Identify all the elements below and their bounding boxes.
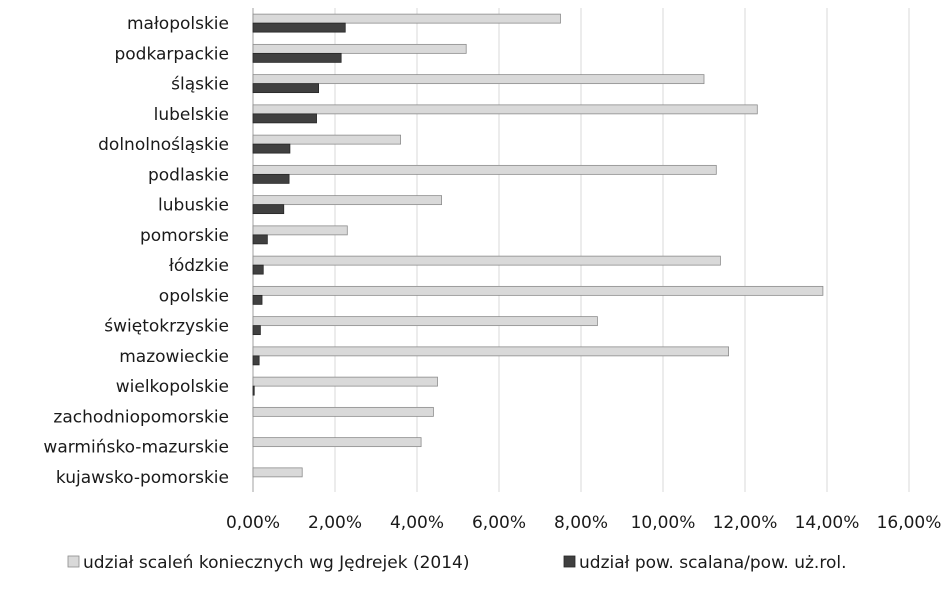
bar-series1 (252, 437, 422, 448)
bar-series2 (252, 385, 255, 396)
category-label: pomorskie (140, 226, 229, 246)
category-label: podkarpackie (114, 44, 229, 64)
bar-series1 (252, 164, 717, 175)
bar-series2 (252, 52, 342, 63)
legend-swatch (563, 555, 576, 568)
bar-series2 (252, 22, 346, 33)
category-label: śląskie (171, 75, 229, 95)
bar-series2 (252, 173, 290, 184)
bar-series2 (252, 325, 261, 336)
bar-series1 (252, 195, 443, 206)
category-label: lubelskie (154, 105, 229, 125)
bar-series2 (252, 234, 268, 245)
bar-series2 (252, 355, 260, 366)
category-label: opolskie (159, 286, 229, 306)
category-label: małopolskie (127, 14, 229, 34)
x-tick-label: 2,00% (308, 513, 362, 533)
bar-series1 (252, 346, 730, 357)
bar-series1 (252, 316, 598, 327)
x-tick-label: 0,00% (226, 513, 280, 533)
bar-series2 (252, 264, 264, 275)
bar-series1 (252, 13, 561, 24)
gridlines (252, 8, 910, 492)
bar-series1 (252, 285, 824, 296)
category-labels: małopolskie podkarpackie śląskie lubelskie d… (43, 14, 229, 488)
bar-series2 (252, 204, 285, 215)
category-label: warmińsko-mazurskie (43, 438, 229, 458)
category-label: podlaskie (148, 165, 229, 185)
bar-series1 (252, 225, 348, 236)
x-tick-label: 10,00% (631, 513, 696, 533)
x-tick-label: 8,00% (554, 513, 608, 533)
x-tick-label: 14,00% (795, 513, 860, 533)
category-label: łódzkie (169, 256, 229, 276)
legend: udział scaleń koniecznych wg Jędrejek (2… (67, 553, 846, 573)
category-label: dolnolnośląskie (98, 135, 229, 155)
bar-series1 (252, 134, 402, 145)
category-label: mazowieckie (119, 347, 229, 367)
x-tick-label: 6,00% (472, 513, 526, 533)
category-label: wielkopolskie (116, 377, 229, 397)
category-label: zachodniopomorskie (53, 407, 229, 427)
bar-series1 (252, 104, 758, 115)
bar-series2 (252, 113, 317, 124)
legend-swatch (67, 555, 80, 568)
category-label: lubuskie (158, 196, 229, 216)
legend-label: udział scaleń koniecznych wg Jędrejek (2… (83, 553, 469, 573)
category-label: kujawsko-pomorskie (56, 468, 229, 488)
legend-label: udział pow. scalana/pow. uż.rol. (579, 553, 846, 573)
bar-series1 (252, 376, 438, 387)
bar-series2 (252, 294, 263, 305)
bar-series2 (252, 143, 291, 154)
bar-series1 (252, 74, 705, 85)
category-label: świętokrzyskie (104, 317, 229, 337)
bars (252, 13, 824, 478)
bar-series1 (252, 43, 467, 54)
bar-series1 (252, 255, 721, 266)
x-tick-label: 16,00% (877, 513, 942, 533)
bar-series1 (252, 467, 303, 478)
x-axis-tick-labels: 0,00% 2,00% 4,00% 6,00% 8,00% 10,00% 12,00% 14,… (226, 513, 941, 533)
bar-series1 (252, 406, 434, 417)
x-tick-label: 4,00% (390, 513, 444, 533)
bar-series2 (252, 83, 319, 94)
x-tick-label: 12,00% (713, 513, 778, 533)
